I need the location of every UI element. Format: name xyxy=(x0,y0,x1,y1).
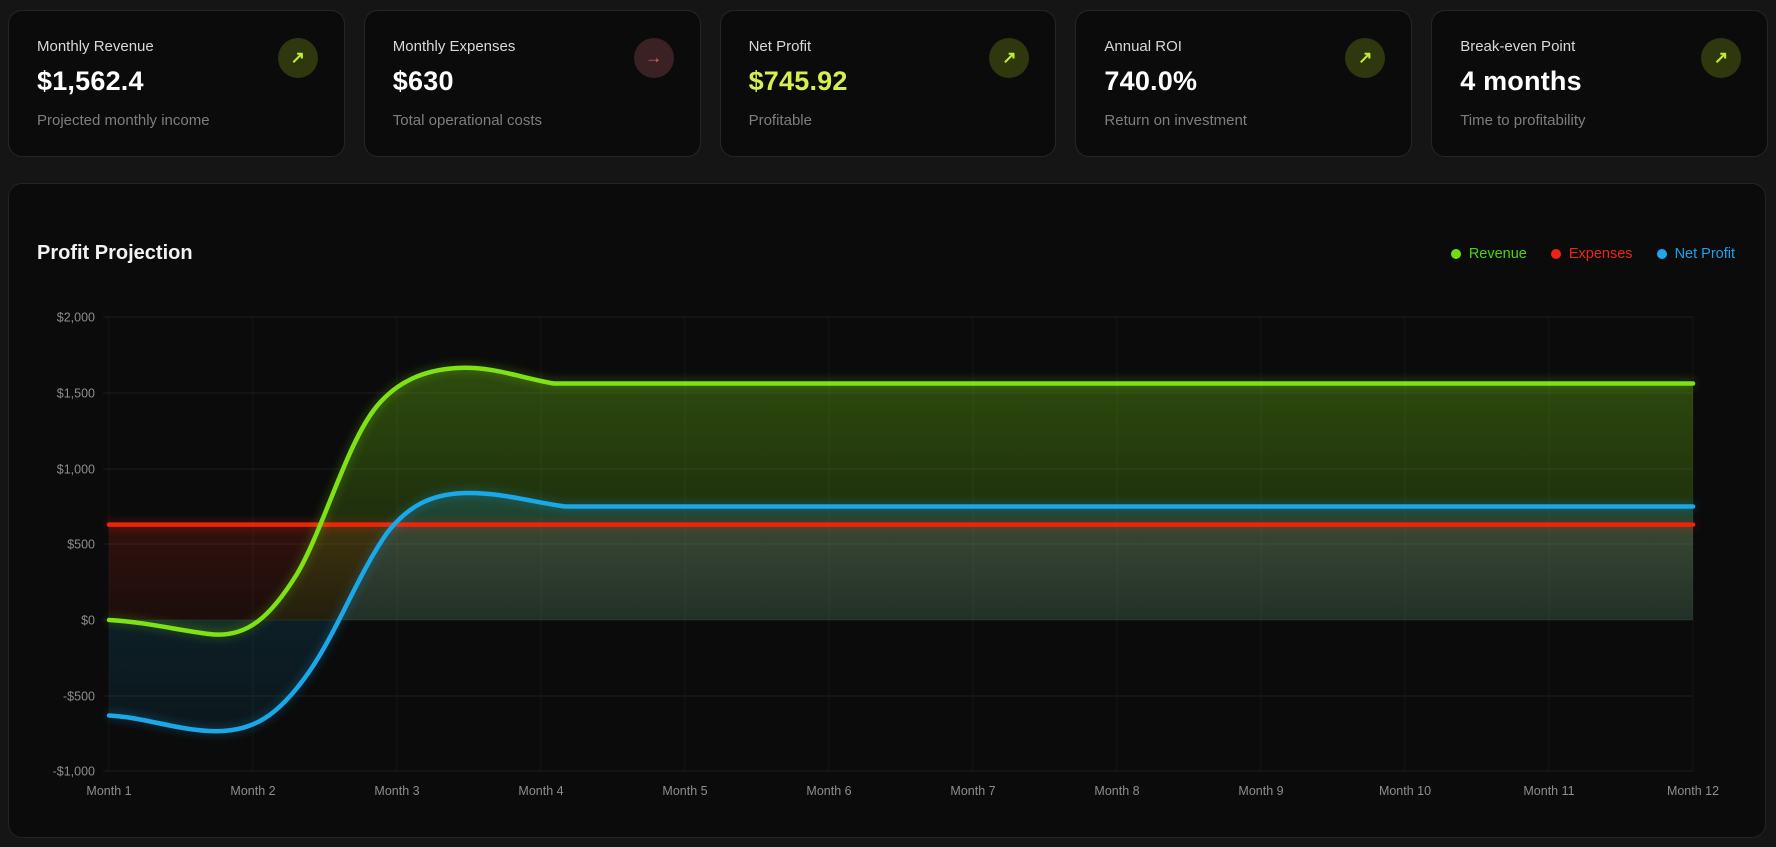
profit-projection-card: $2,000 $1,500 $1,000 $500 $0 -$500 -$1,0… xyxy=(8,183,1766,838)
stat-card-break-even: Break-even Point 4 months Time to profit… xyxy=(1431,10,1768,157)
y-tick: $1,500 xyxy=(57,387,95,401)
chart-title: Profit Projection xyxy=(37,242,193,264)
stat-subtitle: Time to profitability xyxy=(1460,112,1586,129)
x-tick: Month 11 xyxy=(1523,784,1574,798)
legend-item-net-profit[interactable]: Net Profit xyxy=(1656,245,1735,262)
x-tick: Month 9 xyxy=(1238,784,1283,798)
chart-legend: Revenue Expenses Net Profit xyxy=(1450,245,1735,262)
stat-title: Break-even Point xyxy=(1460,38,1576,55)
x-tick: Month 6 xyxy=(806,784,851,798)
stat-card-annual-roi: Annual ROI 740.0% Return on investment ↗ xyxy=(1075,10,1413,157)
x-tick: Month 5 xyxy=(662,784,707,798)
stat-value: 740.0% xyxy=(1104,66,1198,96)
stat-card-net-profit: Net Profit $745.92 Profitable ↗ xyxy=(719,10,1057,157)
net-profit-line xyxy=(106,490,1696,734)
legend-dot-icon xyxy=(1450,248,1461,259)
y-tick: $0 xyxy=(81,614,95,628)
stat-title: Net Profit xyxy=(748,38,812,55)
stat-card-monthly-expenses: Monthly Expenses $630 Total operational … xyxy=(363,10,701,157)
y-tick: $1,000 xyxy=(57,463,95,477)
x-tick: Month 1 xyxy=(86,784,131,798)
trend-badge: ↗ xyxy=(277,38,318,78)
y-tick: $2,000 xyxy=(57,311,95,325)
stat-subtitle: Projected monthly income xyxy=(37,112,210,129)
x-tick: Month 10 xyxy=(1379,784,1431,798)
stats-row: Monthly Revenue $1,562.4 Projected month… xyxy=(8,10,1768,157)
arrow-up-right-icon: ↗ xyxy=(1002,48,1017,67)
stat-title: Monthly Revenue xyxy=(37,38,154,55)
stat-value: 4 months xyxy=(1460,66,1582,96)
stat-title: Annual ROI xyxy=(1104,38,1182,55)
legend-item-revenue[interactable]: Revenue xyxy=(1450,245,1527,262)
legend-dot-icon xyxy=(1656,248,1667,259)
x-axis-ticks: Month 1 Month 2 Month 3 Month 4 Month 5 … xyxy=(86,784,1719,798)
x-tick: Month 3 xyxy=(374,784,419,798)
profit-projection-plot: $2,000 $1,500 $1,000 $500 $0 -$500 -$1,0… xyxy=(53,311,1720,799)
x-tick: Month 4 xyxy=(518,784,563,798)
stat-value: $745.92 xyxy=(748,66,848,96)
trend-badge: ↗ xyxy=(1345,38,1386,78)
revenue-line xyxy=(106,365,1696,637)
y-tick: -$1,000 xyxy=(53,765,95,779)
stat-card-monthly-revenue: Monthly Revenue $1,562.4 Projected month… xyxy=(8,10,345,157)
stat-value: $630 xyxy=(392,66,454,96)
stat-subtitle: Profitable xyxy=(748,112,812,129)
x-tick: Month 2 xyxy=(230,784,275,798)
x-tick: Month 12 xyxy=(1667,784,1719,798)
y-axis-ticks: $2,000 $1,500 $1,000 $500 $0 -$500 -$1,0… xyxy=(53,311,95,779)
y-tick: $500 xyxy=(67,538,95,552)
x-tick: Month 8 xyxy=(1094,784,1139,798)
legend-item-expenses[interactable]: Expenses xyxy=(1550,245,1633,262)
arrow-up-right-icon: ↗ xyxy=(1358,48,1373,67)
trend-badge: ↗ xyxy=(1700,38,1741,78)
chart-header: Profit Projection Revenue Expenses Net P… xyxy=(37,242,1735,265)
arrow-right-icon: → xyxy=(645,48,663,67)
stat-subtitle: Return on investment xyxy=(1104,112,1247,129)
x-tick: Month 7 xyxy=(950,784,995,798)
legend-label: Expenses xyxy=(1568,245,1633,262)
legend-dot-icon xyxy=(1550,248,1561,259)
trend-badge: → xyxy=(633,38,674,78)
stat-subtitle: Total operational costs xyxy=(392,112,543,129)
arrow-up-right-icon: ↗ xyxy=(290,48,305,67)
net-profit-area xyxy=(109,493,1693,732)
arrow-up-right-icon: ↗ xyxy=(1713,48,1729,67)
stat-title: Monthly Expenses xyxy=(392,38,516,55)
y-tick: -$500 xyxy=(63,690,95,704)
legend-label: Net Profit xyxy=(1674,245,1735,262)
trend-badge: ↗ xyxy=(989,38,1030,78)
stat-value: $1,562.4 xyxy=(37,66,144,96)
legend-label: Revenue xyxy=(1468,245,1527,262)
